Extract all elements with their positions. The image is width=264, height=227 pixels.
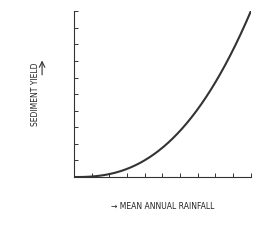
Text: SEDIMENT YIELD: SEDIMENT YIELD <box>31 62 40 126</box>
Text: → MEAN ANNUAL RAINFALL: → MEAN ANNUAL RAINFALL <box>111 202 214 211</box>
